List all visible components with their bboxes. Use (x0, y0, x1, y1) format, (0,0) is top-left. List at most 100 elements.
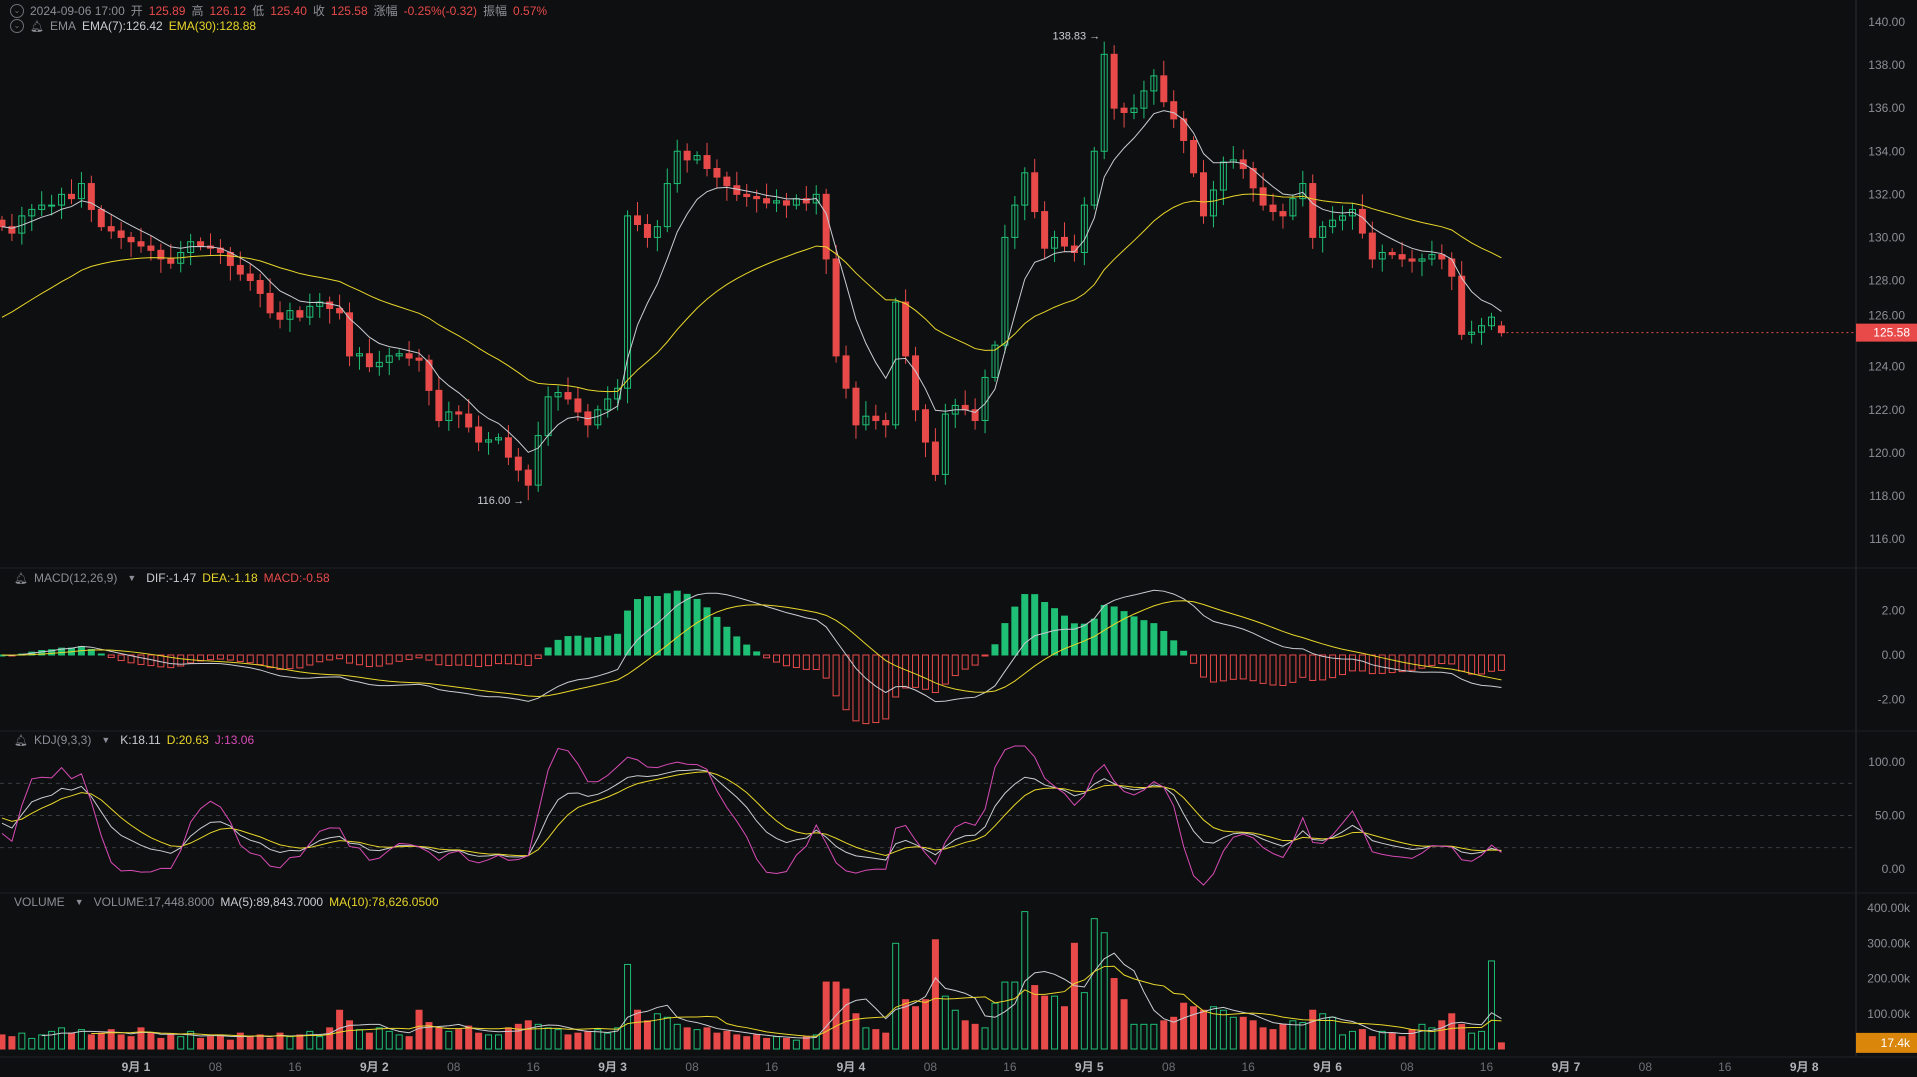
candle-body (1398, 254, 1406, 260)
macd-histogram-bar (534, 654, 542, 659)
volume-bar (1200, 1009, 1208, 1050)
candle-body (256, 280, 264, 294)
macd-histogram-bar (375, 654, 383, 667)
macd-histogram-bar (852, 654, 860, 722)
kdj-legend: 🔔︎ KDJ(9,3,3) ▼ K:18.11 D:20.63 J:13.06 (14, 733, 254, 747)
time-axis-label: 16 (288, 1060, 302, 1074)
macd-histogram-bar (872, 654, 880, 724)
volume-bar (1339, 1034, 1347, 1050)
candle-body (653, 226, 661, 238)
macd-histogram-bar (346, 654, 354, 664)
candle-body (455, 411, 463, 415)
volume-bar (1051, 995, 1059, 1050)
macd-name[interactable]: MACD(12,26,9) (33, 571, 118, 585)
macd-histogram-bar (1130, 616, 1138, 656)
volume-bar (1497, 1042, 1505, 1050)
macd-histogram-bar (1279, 654, 1287, 686)
volume-bar (872, 1029, 880, 1050)
macd-histogram-bar (435, 654, 443, 666)
ema-name[interactable]: EMA (49, 19, 76, 33)
volume-bar (683, 1027, 691, 1050)
volume-bar (693, 1029, 701, 1050)
candle-body (346, 312, 354, 357)
ma10-value: MA(10):78,626.0500 (329, 895, 439, 909)
macd-histogram-bar (1011, 606, 1019, 656)
dropdown-caret-icon[interactable]: ▼ (74, 897, 84, 907)
volume-bar (1120, 999, 1128, 1050)
volume-bar (286, 1036, 294, 1050)
volume-bar (475, 1032, 483, 1050)
macd-histogram-bar (683, 593, 691, 656)
j-value: J:13.06 (214, 733, 255, 747)
candle-body (912, 355, 920, 411)
time-axis-label: 08 (1400, 1060, 1414, 1074)
dropdown-caret-icon[interactable]: ▼ (127, 573, 137, 583)
candle-body (713, 167, 721, 178)
macd-histogram-bar (832, 654, 840, 697)
volume-bar (643, 1020, 651, 1050)
volume-name[interactable]: VOLUME (14, 895, 65, 909)
candle-body (1309, 183, 1317, 238)
volume-bar (554, 1029, 562, 1050)
volume-bar (792, 1039, 800, 1050)
volume-bar (1219, 1009, 1227, 1050)
macd-histogram-bar (137, 654, 145, 665)
macd-histogram-bar (395, 654, 403, 662)
volume-bar (465, 1025, 473, 1050)
macd-histogram-bar (822, 654, 830, 679)
volume-bar (167, 1034, 175, 1050)
price-tick-label: 128.00 (1868, 274, 1905, 288)
volume-bar (1130, 1023, 1138, 1050)
candle-body (971, 409, 979, 422)
macd-histogram-bar (951, 654, 959, 677)
macd-histogram-bar (1170, 640, 1178, 656)
bell-icon[interactable]: 🔔︎ (30, 20, 44, 33)
volume-bar (395, 1034, 403, 1050)
amplitude-label: 振幅 (483, 4, 508, 18)
macd-histogram-bar (614, 633, 622, 656)
volume-bar (28, 1037, 36, 1050)
macd-histogram-bar (991, 644, 999, 656)
kdj-tick-label: 50.00 (1875, 809, 1905, 823)
kdj-name[interactable]: KDJ(9,3,3) (33, 733, 92, 747)
volume-bar (256, 1034, 264, 1050)
candle-body (1001, 236, 1009, 346)
dropdown-caret-icon[interactable]: ▼ (101, 735, 111, 745)
bell-icon[interactable]: 🔔︎ (14, 734, 28, 747)
volume-bar (87, 1034, 95, 1050)
candle-body (1130, 107, 1138, 113)
bell-icon[interactable]: 🔔︎ (14, 572, 28, 585)
change-label: 涨幅 (373, 4, 398, 18)
candle-body (604, 398, 612, 411)
macd-legend: 🔔︎ MACD(12,26,9) ▼ DIF:-1.47 DEA:-1.18 M… (14, 571, 330, 585)
macd-histogram-bar (1289, 654, 1297, 683)
candle-body (77, 183, 85, 200)
volume-bar (67, 1032, 75, 1050)
candle-body (435, 389, 443, 422)
macd-histogram-bar (296, 654, 304, 669)
macd-histogram-bar (306, 654, 314, 666)
macd-histogram-bar (1041, 601, 1049, 656)
volume-bar (931, 939, 939, 1050)
macd-histogram-bar (177, 654, 185, 667)
candle-body (554, 392, 562, 398)
macd-histogram-bar (504, 654, 512, 665)
k-line (1, 769, 1502, 861)
macd-histogram-bar (365, 654, 373, 668)
time-axis-label: 9月 8 (1790, 1060, 1819, 1074)
macd-histogram-bar (1368, 654, 1376, 675)
macd-histogram-bar (1239, 654, 1247, 680)
collapse-chevron-icon[interactable]: ⌄ (10, 3, 24, 18)
collapse-chevron-icon[interactable]: ⌄ (10, 19, 24, 33)
candle-body (1339, 215, 1347, 221)
candle-body (1468, 331, 1476, 335)
time-axis-label: 08 (1162, 1060, 1176, 1074)
price-tick-label: 138.00 (1868, 58, 1905, 72)
macd-histogram-bar (802, 654, 810, 670)
candle-body (286, 310, 294, 320)
volume-bar (1319, 1013, 1327, 1050)
candle-body (117, 230, 125, 238)
candle-body (236, 264, 244, 275)
macd-histogram-bar (941, 654, 949, 685)
